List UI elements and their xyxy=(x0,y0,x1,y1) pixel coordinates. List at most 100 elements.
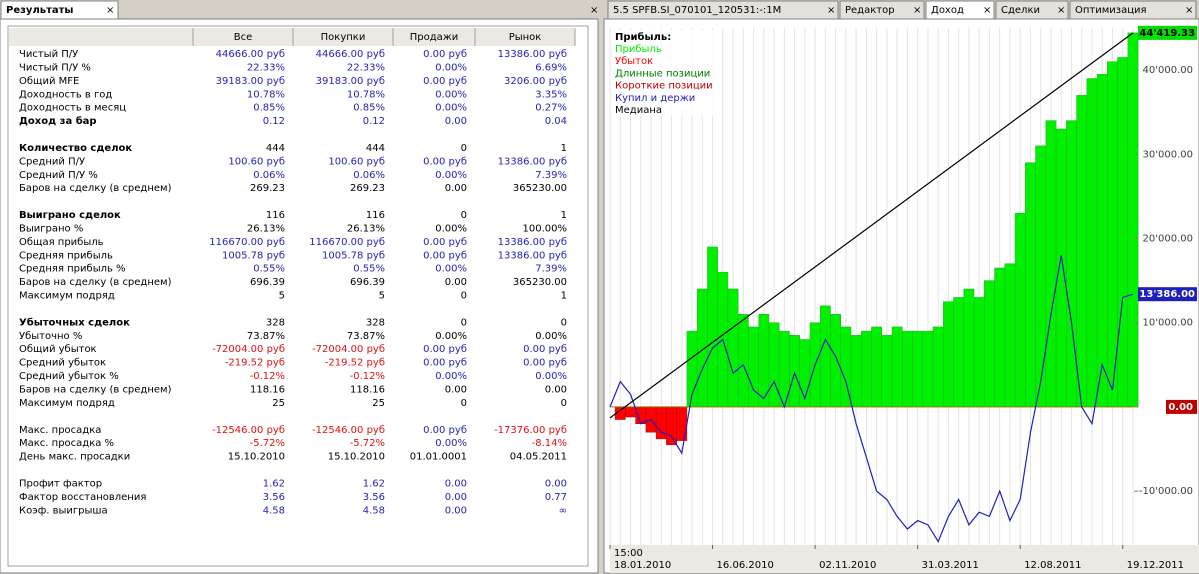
cell-value: 0 xyxy=(461,398,467,409)
results-tab[interactable] xyxy=(0,0,119,20)
cell-value: 1005.78 руб xyxy=(322,250,385,261)
cell-value: 100.00% xyxy=(523,223,568,234)
tab[interactable] xyxy=(925,0,995,20)
legend-entry: Убыток xyxy=(615,56,653,67)
cell-value: 116670.00 руб xyxy=(309,237,385,248)
y-tick-label: 40'000.00 xyxy=(1143,65,1193,76)
row-label: Фактор восстановления xyxy=(19,492,146,503)
profit-bar xyxy=(768,322,780,408)
cell-value: 3.35% xyxy=(535,89,567,100)
cell-value: 39183.00 руб xyxy=(216,76,285,87)
tab[interactable] xyxy=(607,0,839,20)
cell-value: 1.62 xyxy=(363,478,385,489)
cell-value: 0.00% xyxy=(435,223,467,234)
cell-value: 25 xyxy=(272,398,285,409)
x-tick-label: 16.06.2010 xyxy=(717,560,774,571)
row-label: Максимум подряд xyxy=(19,398,115,409)
cell-value: 0 xyxy=(461,317,467,328)
close-icon[interactable]: × xyxy=(1185,5,1193,16)
cell-value: 0.55% xyxy=(253,264,285,275)
close-icon[interactable]: × xyxy=(827,5,835,16)
cell-value: 0.04 xyxy=(545,116,567,127)
cell-value: 13386.00 руб xyxy=(498,49,567,60)
x-tick-label: 12.08.2011 xyxy=(1024,560,1081,571)
table-frame xyxy=(7,25,589,567)
zero-label-box xyxy=(1166,399,1197,414)
row-label: Количество сделок xyxy=(19,143,132,154)
cell-value: 73.87% xyxy=(347,331,385,342)
cell-value: 444 xyxy=(266,143,285,154)
close-icon[interactable]: × xyxy=(913,5,921,16)
close-icon[interactable]: × xyxy=(1057,5,1065,16)
cell-value: 116 xyxy=(266,210,285,221)
cell-value: 7.39% xyxy=(535,264,567,275)
cell-value: 44666.00 руб xyxy=(216,49,285,60)
cell-value: 26.13% xyxy=(347,223,385,234)
series-line xyxy=(609,32,1134,419)
row-label: Чистый П/У xyxy=(19,49,78,60)
cell-value: -0.12% xyxy=(350,371,385,382)
cell-value: 0.00% xyxy=(435,170,467,181)
cell-value: 0.00 руб xyxy=(423,156,467,167)
row-label: Общий MFE xyxy=(19,76,79,87)
y-tick-label: 30'000.00 xyxy=(1143,149,1193,160)
tab-label: Сделки xyxy=(1001,5,1040,16)
cell-value: 696.39 xyxy=(250,277,285,288)
cell-value: -5.72% xyxy=(250,438,285,449)
profit-bar xyxy=(819,305,831,408)
cell-value: 3.56 xyxy=(363,492,385,503)
row-label: Средняя прибыль xyxy=(19,250,113,261)
tab[interactable] xyxy=(995,0,1069,20)
profit-bar xyxy=(1055,128,1067,408)
cell-value: 7.39% xyxy=(535,170,567,181)
cell-value: 3.56 xyxy=(263,492,285,503)
close-icon[interactable]: × xyxy=(106,5,114,16)
cell-value: 0.00 руб xyxy=(523,358,567,369)
series-line xyxy=(609,255,1134,543)
cell-value: 0.00 руб xyxy=(423,358,467,369)
tab-label: Редактор xyxy=(845,5,895,16)
cell-value: -12546.00 руб xyxy=(212,425,285,436)
cell-value: 0.06% xyxy=(353,170,385,181)
cell-value: 0 xyxy=(461,143,467,154)
tab-label: Доход xyxy=(931,5,964,16)
cell-value: 0.00 xyxy=(445,478,467,489)
row-label: Максимум подряд xyxy=(19,291,115,302)
cell-value: 1 xyxy=(561,210,567,221)
tab-label: 5.5 SPFB.SI_070101_120531:-:1M xyxy=(613,5,781,16)
cell-value: 26.13% xyxy=(247,223,285,234)
profit-bar xyxy=(1004,263,1016,408)
cell-value: 0.85% xyxy=(353,103,385,114)
row-label: Доходность в месяц xyxy=(19,103,126,114)
close-icon[interactable]: × xyxy=(983,5,991,16)
tab[interactable] xyxy=(839,0,925,20)
cell-value: 0.00 руб xyxy=(423,344,467,355)
profit-bar xyxy=(789,335,800,408)
cell-value: 0.06% xyxy=(253,170,285,181)
row-label: Доходность в год xyxy=(19,89,112,100)
legend-entry: Прибыль xyxy=(615,44,662,55)
cell-value: 118.16 xyxy=(350,385,385,396)
cell-value: -219.52 руб xyxy=(225,358,285,369)
profit-bar xyxy=(943,301,954,408)
cell-value: 0.00% xyxy=(535,371,567,382)
cell-value: 1005.78 руб xyxy=(222,250,285,261)
cell-value: 0.77 xyxy=(545,492,567,503)
profit-bar xyxy=(984,280,995,408)
cell-value: 04.05.2011 xyxy=(510,452,567,463)
cell-value: 0.00% xyxy=(435,331,467,342)
cell-value: 15.10.2010 xyxy=(328,452,385,463)
profit-bar xyxy=(881,335,893,408)
tab[interactable] xyxy=(1069,0,1197,20)
cell-value: 0.00% xyxy=(435,103,467,114)
profit-bar xyxy=(871,326,883,408)
profit-bar xyxy=(1096,74,1108,408)
close-icon[interactable]: × xyxy=(590,5,598,16)
profit-bar xyxy=(891,326,903,408)
x-tick-label: 19.12.2011 xyxy=(1127,560,1184,571)
cell-value: 44666.00 руб xyxy=(316,49,385,60)
value-label-box xyxy=(1138,25,1197,40)
cell-value: 13386.00 руб xyxy=(498,237,567,248)
profit-bar xyxy=(635,406,647,424)
cell-value: -17376.00 руб xyxy=(494,425,567,436)
